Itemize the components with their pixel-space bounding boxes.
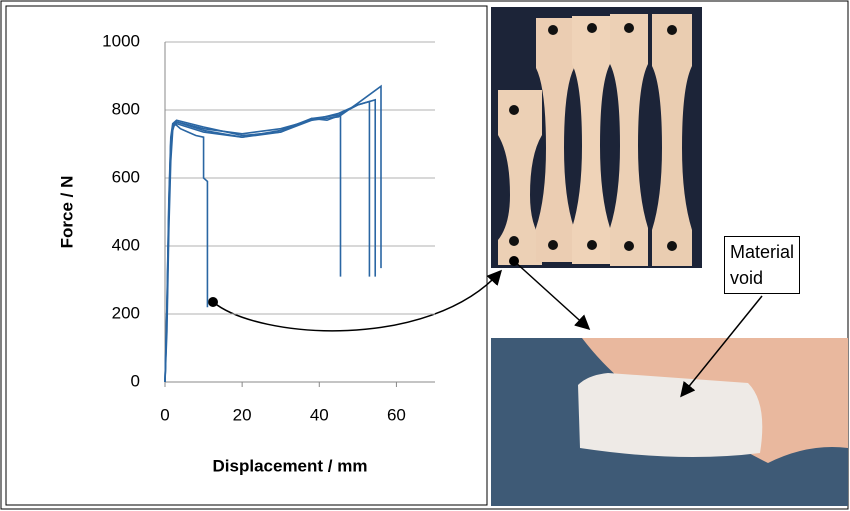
- arrow: [212, 269, 503, 332]
- x-tick-label: 40: [310, 405, 329, 424]
- y-tick-label: 1000: [102, 31, 140, 50]
- y-tick-label: 0: [131, 371, 140, 390]
- arrow-origin: [208, 297, 218, 307]
- x-tick-label: 60: [387, 405, 406, 424]
- x-axis-label: Displacement / mm: [213, 456, 368, 475]
- chart-panel: [5, 5, 488, 506]
- x-tick-label: 20: [233, 405, 252, 424]
- force-curve: [164, 84, 382, 383]
- annotation: Material void: [724, 236, 800, 294]
- y-tick-label: 800: [112, 99, 140, 118]
- y-tick-label: 400: [112, 235, 140, 254]
- x-tick-label: 0: [160, 405, 169, 424]
- arrow: [513, 260, 591, 331]
- y-tick-label: 600: [112, 167, 140, 186]
- y-axis-label: Force / N: [57, 176, 76, 249]
- specimen-photo: [491, 7, 702, 268]
- arrow: [680, 295, 763, 398]
- y-tick-label: 200: [112, 303, 140, 322]
- fracture-photo: [491, 338, 848, 506]
